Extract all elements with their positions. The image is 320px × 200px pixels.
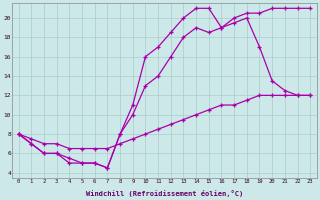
X-axis label: Windchill (Refroidissement éolien,°C): Windchill (Refroidissement éolien,°C) xyxy=(86,190,243,197)
